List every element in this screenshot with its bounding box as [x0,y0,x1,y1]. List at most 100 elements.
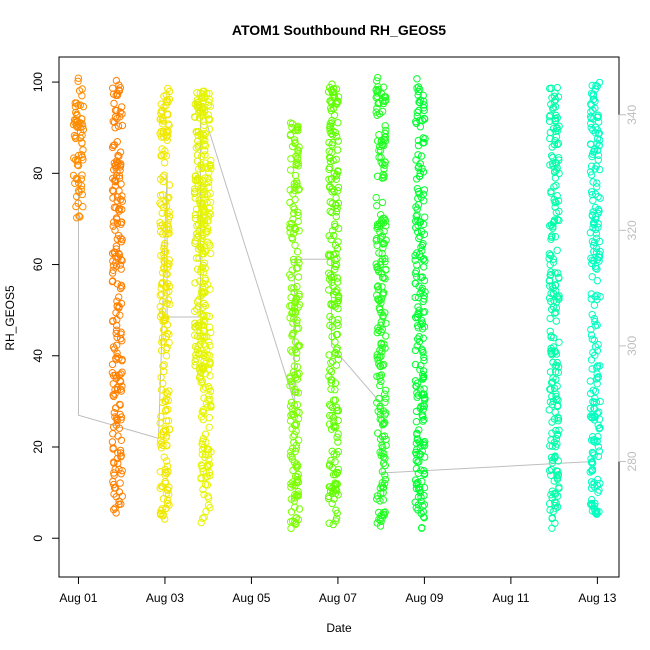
data-point [197,238,206,246]
data-point [193,151,202,159]
data-point [378,160,387,168]
data-point [545,466,554,475]
data-point [166,425,174,433]
data-point [110,141,119,149]
data-point [202,229,210,237]
data-point [295,301,304,309]
data-point [162,202,171,210]
data-point [414,91,422,99]
data-point [118,197,127,205]
data-point [594,488,602,496]
data-point [164,194,172,202]
data-point [290,136,299,144]
data-point [111,177,120,185]
data-point [287,155,295,163]
data-point [412,119,421,128]
data-point [333,319,341,327]
data-point [332,517,340,525]
data-point [286,119,295,127]
y-axis-right: 280 300 320 340 [618,104,639,471]
data-point [162,489,171,498]
data-point [587,356,596,364]
data-point [287,483,295,491]
data-point [550,334,558,342]
data-point [552,317,560,325]
data-point [590,238,599,247]
data-point [74,77,82,86]
data-point [162,270,170,278]
data-point [412,203,420,211]
data-point [378,347,386,356]
data-point [548,392,556,401]
data-point [118,205,126,214]
point-cluster [545,83,563,532]
data-point [192,144,201,152]
data-point [411,313,420,321]
data-point [160,159,169,167]
data-point [292,373,300,382]
data-point [161,407,170,415]
data-point [112,214,121,222]
data-point [114,151,122,160]
data-point [382,332,390,340]
data-point [156,175,165,183]
data-point [588,273,596,281]
data-point [293,125,302,133]
data-point [74,151,83,160]
data-point [588,310,596,319]
data-point [206,323,214,331]
y-tick-label: 0 [31,535,45,542]
data-point [159,129,167,137]
data-point [205,116,214,124]
data-point [165,212,174,221]
data-point [109,343,118,351]
data-point [334,278,342,286]
data-point [588,467,596,475]
data-point [554,368,563,377]
data-point [158,334,167,342]
data-point [109,117,117,126]
data-point [201,480,210,489]
data-point [548,143,556,151]
data-point [333,286,341,294]
data-point [72,99,81,107]
data-point [291,345,299,354]
data-point [294,273,303,281]
data-point [421,437,429,446]
data-point [202,359,210,367]
data-point [117,328,125,336]
data-point [555,207,563,216]
data-point [333,468,342,477]
data-point [290,362,299,370]
data-point [551,136,559,145]
data-point [550,168,559,177]
data-point [381,461,389,470]
data-point [593,509,601,518]
data-point [291,171,300,180]
data-point [373,263,381,272]
data-point [207,161,215,170]
data-point [375,394,383,403]
data-point [202,247,210,256]
data-point [330,91,338,99]
data-point [553,215,562,224]
data-point [327,456,335,465]
data-point [334,430,342,438]
data-point [159,278,167,287]
data-point [292,492,300,500]
data-point [205,414,214,422]
data-point [545,250,554,258]
data-point [115,304,123,312]
data-point [376,516,385,524]
data-point [160,453,169,461]
data-point [163,390,172,398]
data-point [596,194,604,202]
data-point [381,398,389,406]
data-point [163,136,171,144]
data-point [325,232,333,240]
data-point [595,447,604,455]
data-point [416,486,424,494]
data-point [289,329,297,337]
data-point [334,304,342,313]
